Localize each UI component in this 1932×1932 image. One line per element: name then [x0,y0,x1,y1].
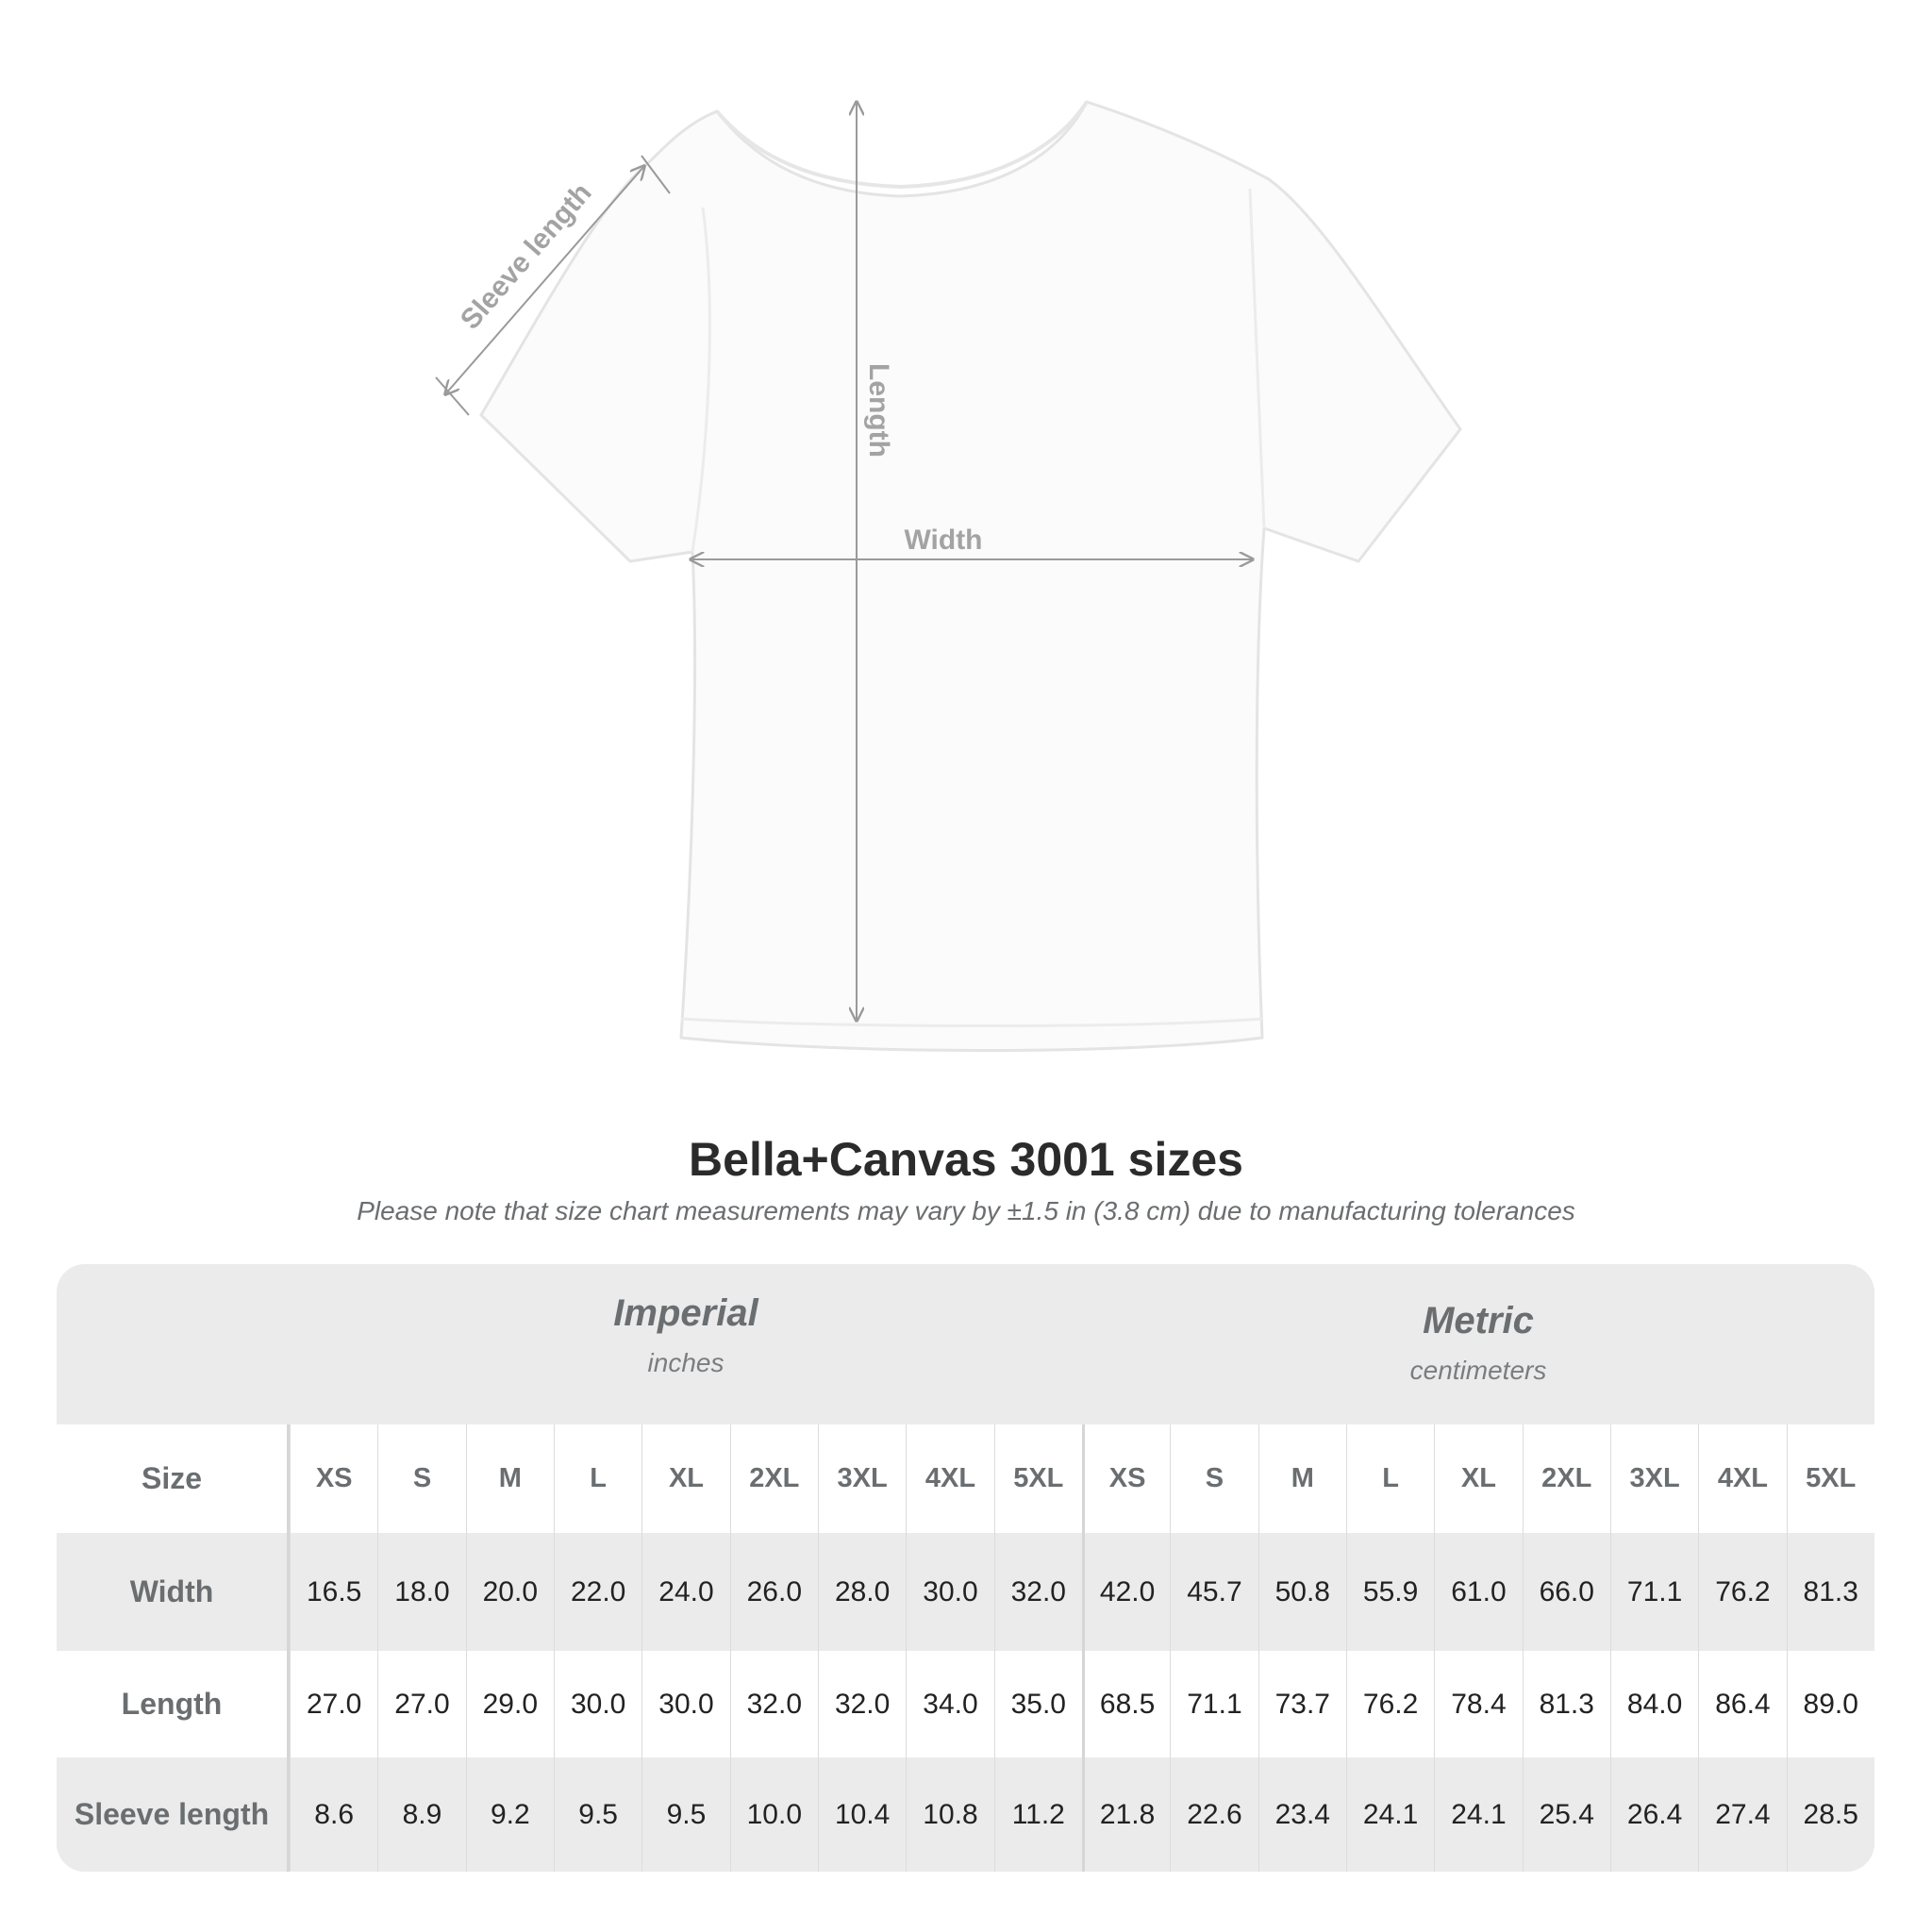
width-label: Width [904,525,982,556]
imperial-cell: 26.0 [729,1533,818,1651]
imperial-cell: M [465,1424,554,1533]
row-label: Sleeve length [57,1757,290,1872]
tolerance-note: Please note that size chart measurements… [357,1196,1575,1225]
metric-cell: 45.7 [1170,1533,1257,1651]
imperial-cell: 5XL [993,1424,1082,1533]
metric-cell: 66.0 [1522,1533,1610,1651]
imperial-cell: 9.5 [553,1757,641,1872]
imperial-cell: 11.2 [993,1757,1082,1872]
tshirt-seams [680,188,1266,1027]
table-row: Length 27.0 27.0 29.0 30.0 30.0 32.0 32.0 34.0 35… [57,1651,1874,1757]
metric-cell: 81.3 [1522,1651,1610,1757]
metric-cell: 24.1 [1345,1757,1434,1872]
imperial-cell: 4XL [906,1424,993,1533]
metric-cell: 50.8 [1257,1533,1346,1651]
imperial-cell: 16.5 [290,1533,377,1651]
imperial-cell: 32.0 [817,1651,906,1757]
imperial-cell: 29.0 [465,1651,554,1757]
metric-cell: 22.6 [1170,1757,1257,1872]
metric-cell: 86.4 [1698,1651,1786,1757]
imperial-cell: 30.0 [553,1651,641,1757]
metric-cell: 71.1 [1609,1533,1698,1651]
metric-cell: 84.0 [1609,1651,1698,1757]
metric-cell: 23.4 [1257,1757,1346,1872]
imperial-cell: 24.0 [641,1533,729,1651]
metric-cell: 89.0 [1786,1651,1874,1757]
imperial-cell: 8.9 [377,1757,465,1872]
imperial-cell: 9.5 [641,1757,729,1872]
tshirt-shape [479,100,1462,1052]
size-header-row: Size XS S M L XL 2XL 3XL 4XL 5XL XS S M L XL 2XL 3XL 4XL 5… [57,1424,1874,1533]
imperial-cell: 10.4 [817,1757,906,1872]
imperial-cell: 27.0 [290,1651,377,1757]
metric-unit: centimeters [1409,1356,1547,1385]
imperial-cell: 3XL [817,1424,906,1533]
table-row: Sleeve length 8.6 8.9 9.2 9.5 9.5 10.0 10.4 10.8… [57,1757,1874,1872]
imperial-cell: 10.0 [729,1757,818,1872]
metric-cell: 24.1 [1434,1757,1522,1872]
metric-cell: 5XL [1786,1424,1874,1533]
metric-cell: 76.2 [1698,1533,1786,1651]
imperial-header: Imperial inches [290,1292,1082,1378]
metric-cell: 78.4 [1434,1651,1522,1757]
metric-cell: XL [1434,1424,1522,1533]
metric-cell: 68.5 [1081,1651,1170,1757]
metric-title: Metric [1423,1300,1534,1341]
imperial-cell: 10.8 [906,1757,993,1872]
metric-cell: 71.1 [1170,1651,1257,1757]
metric-cell: 55.9 [1345,1533,1434,1651]
imperial-cell: 2XL [729,1424,818,1533]
metric-cell: 28.5 [1786,1757,1874,1872]
metric-cell: 61.0 [1434,1533,1522,1651]
imperial-cell: 32.0 [729,1651,818,1757]
metric-cell: S [1170,1424,1257,1533]
imperial-cell: 30.0 [906,1533,993,1651]
imperial-cell: 27.0 [377,1651,465,1757]
metric-cell: XS [1081,1424,1170,1533]
row-label: Size [57,1424,290,1533]
table-header: Imperial inches Metric centimeters [57,1264,1874,1424]
row-label: Length [57,1651,290,1757]
sleeve-arrow [445,166,644,394]
metric-cell: L [1345,1424,1434,1533]
imperial-cell: 20.0 [465,1533,554,1651]
imperial-title: Imperial [613,1292,758,1334]
metric-cell: 76.2 [1345,1651,1434,1757]
size-table: Imperial inches Metric centimeters Size X… [57,1264,1874,1872]
imperial-cell: L [553,1424,641,1533]
metric-cell: 26.4 [1609,1757,1698,1872]
imperial-cell: 28.0 [817,1533,906,1651]
imperial-cell: XS [290,1424,377,1533]
imperial-unit: inches [647,1348,724,1377]
metric-cell: 25.4 [1522,1757,1610,1872]
table-row: Width 16.5 18.0 20.0 22.0 24.0 26.0 28.0 30.0 32.… [57,1533,1874,1651]
imperial-cell: XL [641,1424,729,1533]
tshirt-collar [715,100,1089,190]
metric-cell: 73.7 [1257,1651,1346,1757]
metric-cell: 3XL [1609,1424,1698,1533]
metric-cell: 4XL [1698,1424,1786,1533]
metric-cell: 81.3 [1786,1533,1874,1651]
tshirt-measurement-diagram: Width Length Sleeve length [435,100,1462,1052]
row-label: Width [57,1533,290,1651]
imperial-cell: 34.0 [906,1651,993,1757]
metric-header: Metric centimeters [1082,1300,1874,1386]
imperial-cell: S [377,1424,465,1533]
imperial-cell: 30.0 [641,1651,729,1757]
metric-cell: 42.0 [1081,1533,1170,1651]
metric-cell: 21.8 [1081,1757,1170,1872]
length-label: Length [863,363,894,458]
metric-cell: 2XL [1522,1424,1610,1533]
chart-title: Bella+Canvas 3001 sizes [689,1133,1243,1186]
metric-cell: 27.4 [1698,1757,1786,1872]
imperial-cell: 9.2 [465,1757,554,1872]
imperial-cell: 22.0 [553,1533,641,1651]
imperial-cell: 18.0 [377,1533,465,1651]
imperial-cell: 32.0 [993,1533,1082,1651]
imperial-cell: 35.0 [993,1651,1082,1757]
imperial-cell: 8.6 [290,1757,377,1872]
metric-cell: M [1257,1424,1346,1533]
